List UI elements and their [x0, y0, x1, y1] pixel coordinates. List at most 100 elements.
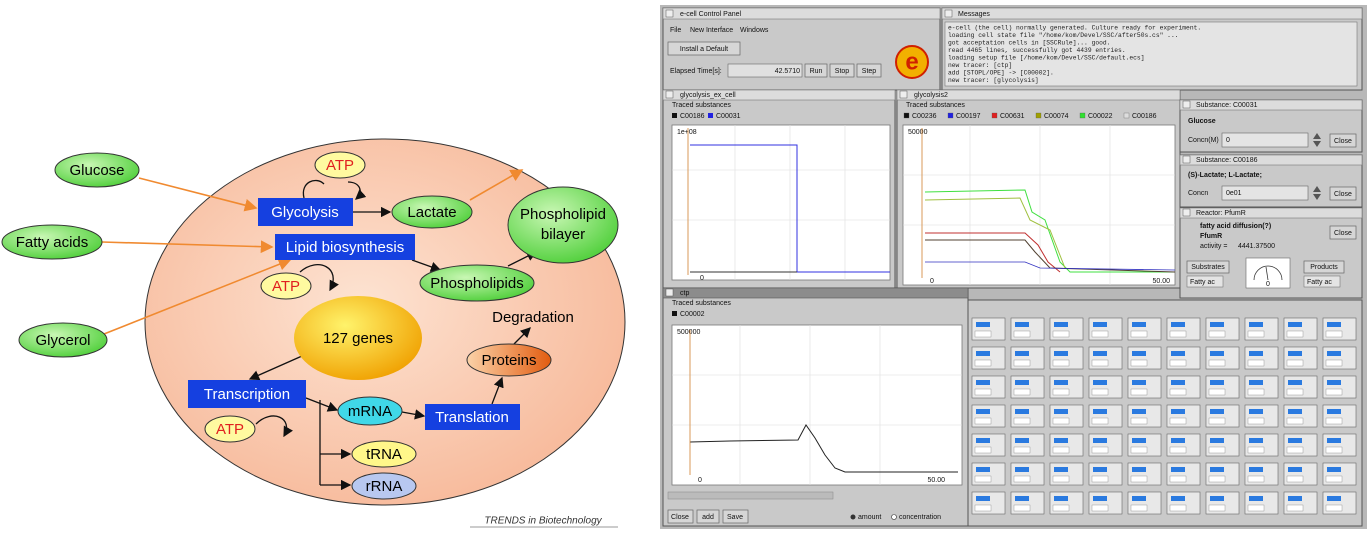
node-label: Fatty acids	[16, 234, 89, 251]
gene-icon-bar	[1210, 409, 1224, 414]
gene-icon-tag	[1326, 418, 1342, 424]
gene-icon-tag	[1053, 389, 1069, 395]
gene-icon-tag	[1326, 505, 1342, 511]
window-icon	[1183, 209, 1190, 216]
gene-icon-bar	[1210, 380, 1224, 385]
logo-letter: e	[905, 48, 918, 75]
gene-icon-bar	[1288, 438, 1302, 443]
gene-icon-bar	[1093, 322, 1107, 327]
field-value: 4441.37500	[1238, 243, 1275, 250]
node-label: Phospholipid	[520, 206, 606, 223]
menu-item[interactable]: New Interface	[690, 27, 733, 34]
window-icon	[1183, 101, 1190, 108]
gene-icon-bar	[1054, 438, 1068, 443]
legend-swatch	[672, 311, 677, 316]
node-label: Transcription	[204, 386, 290, 403]
gene-icon-bar	[1210, 496, 1224, 501]
gene-icon-tag	[1092, 331, 1108, 337]
gene-icon-bar	[1132, 380, 1146, 385]
plot-xmin: 0	[700, 275, 704, 282]
gene-icon-tag	[1170, 447, 1186, 453]
gene-icon-bar	[1288, 496, 1302, 501]
legend-swatch	[708, 113, 713, 118]
radio-button[interactable]	[851, 515, 856, 520]
gene-icon-bar	[1015, 351, 1029, 356]
plot-ymax: 50000	[908, 129, 928, 136]
field-label: Concn	[1188, 190, 1208, 197]
node-label: mRNA	[348, 403, 392, 420]
gene-icon-tag	[975, 360, 991, 366]
legend-label: C00074	[1044, 113, 1069, 120]
menu-item[interactable]: Windows	[740, 27, 769, 34]
button-label: Substrates	[1191, 264, 1225, 271]
legend-swatch	[1036, 113, 1041, 118]
gene-icon-bar	[1288, 351, 1302, 356]
gene-icon-tag	[1209, 389, 1225, 395]
field-label: Elapsed Time[s]:	[670, 68, 722, 75]
gene-icon-tag	[975, 331, 991, 337]
node-label: Glycolysis	[271, 204, 339, 221]
window-icon	[945, 10, 952, 17]
gene-icon-tag	[1287, 505, 1303, 511]
gene-icon-bar	[1093, 467, 1107, 472]
gene-icon-bar	[1093, 380, 1107, 385]
node-label: Degradation	[492, 309, 574, 326]
button-label: Close	[1334, 191, 1352, 198]
gene-icon-tag	[975, 389, 991, 395]
node-label: Translation	[435, 409, 509, 426]
gene-icon-tag	[1170, 505, 1186, 511]
gene-icon-bar	[1171, 351, 1185, 356]
list-item-label: Fatty ac	[1190, 279, 1215, 286]
gene-icon-bar	[1249, 438, 1263, 443]
gene-icon-tag	[1287, 476, 1303, 482]
gene-icon-tag	[975, 418, 991, 424]
window-icon	[666, 91, 673, 98]
legend-swatch	[948, 113, 953, 118]
gene-icon-tag	[1014, 476, 1030, 482]
radio-button[interactable]	[892, 515, 897, 520]
gene-icon-tag	[1053, 331, 1069, 337]
gene-icon-bar	[1132, 409, 1146, 414]
window-icon	[1183, 156, 1190, 163]
gene-icon-tag	[1209, 447, 1225, 453]
gene-icon-bar	[1249, 322, 1263, 327]
gene-icon-tag	[1131, 331, 1147, 337]
section-label: Traced substances	[672, 102, 731, 109]
gene-icon-tag	[1014, 447, 1030, 453]
gene-icon-tag	[1092, 418, 1108, 424]
gene-icon-bar	[1210, 351, 1224, 356]
gene-icon-bar	[1054, 496, 1068, 501]
node-label: ATP	[326, 157, 354, 174]
window-title: e-cell Control Panel	[680, 11, 742, 18]
gene-icon-tag	[1248, 447, 1264, 453]
window-title: Reactor: PfumR	[1196, 210, 1246, 217]
gene-icon-tag	[1170, 476, 1186, 482]
gene-icon-bar	[976, 467, 990, 472]
gene-icon-tag	[1326, 389, 1342, 395]
value-field[interactable]	[1222, 133, 1308, 147]
legend-label: C00631	[1000, 113, 1025, 120]
time-value: 42.5710	[775, 68, 800, 75]
message-line: got acceptation cells in [SSCRule]... go…	[948, 40, 1111, 47]
gene-icon-tag	[1248, 418, 1264, 424]
gene-icon-bar	[976, 409, 990, 414]
legend-swatch	[992, 113, 997, 118]
node-label: ATP	[272, 278, 300, 295]
message-line: read 4465 lines, successfully got 4439 e…	[948, 47, 1126, 54]
gene-icon-tag	[1287, 447, 1303, 453]
gene-icon-bar	[1210, 438, 1224, 443]
gene-icon-bar	[1288, 467, 1302, 472]
gene-icon-bar	[1132, 467, 1146, 472]
button-label: Run	[810, 68, 823, 75]
gene-icon-tag	[1287, 331, 1303, 337]
gene-icon-bar	[1132, 438, 1146, 443]
substance-name: Glucose	[1188, 118, 1216, 125]
gene-icon-tag	[1053, 360, 1069, 366]
plot-area	[672, 125, 890, 280]
legend-label: C00031	[716, 113, 741, 120]
node-label: Proteins	[481, 352, 536, 369]
menu-item[interactable]: File	[670, 27, 681, 34]
legend-label: C00186	[680, 113, 705, 120]
gene-icon-bar	[1171, 409, 1185, 414]
button-label: Close	[1334, 138, 1352, 145]
